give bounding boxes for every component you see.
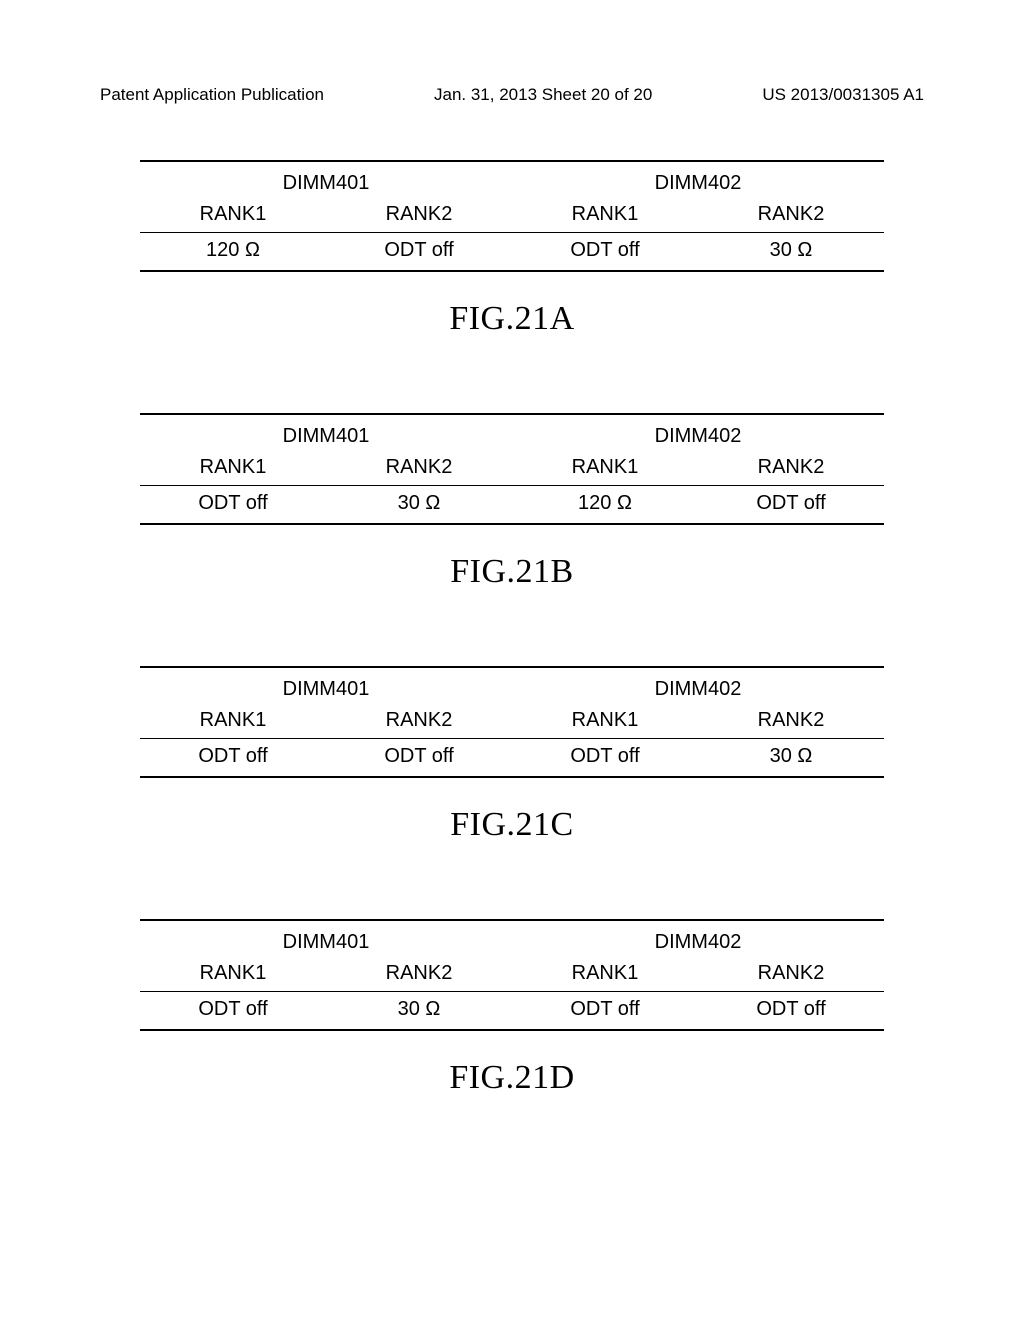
table-cell: ODT off [698, 486, 884, 525]
content-area: DIMM401 DIMM402 RANK1 RANK2 RANK1 RANK2 … [0, 105, 1024, 1097]
table-21c: DIMM401 DIMM402 RANK1 RANK2 RANK1 RANK2 … [140, 666, 884, 778]
table-21a: DIMM401 DIMM402 RANK1 RANK2 RANK1 RANK2 … [140, 160, 884, 272]
figure-21b: DIMM401 DIMM402 RANK1 RANK2 RANK1 RANK2 … [140, 413, 884, 591]
figure-caption: FIG.21D [140, 1059, 884, 1097]
header-patent-number: US 2013/0031305 A1 [762, 85, 924, 105]
table-cell: 120 Ω [140, 233, 326, 272]
rank-header: RANK1 [140, 452, 326, 486]
page-header: Patent Application Publication Jan. 31, … [0, 0, 1024, 105]
rank-header: RANK2 [326, 452, 512, 486]
figure-caption: FIG.21B [140, 553, 884, 591]
dimm-header: DIMM401 [140, 667, 512, 705]
table-cell: ODT off [140, 992, 326, 1031]
table-cell: ODT off [512, 233, 698, 272]
rank-header: RANK1 [512, 705, 698, 739]
rank-header: RANK1 [512, 199, 698, 233]
header-publication: Patent Application Publication [100, 85, 324, 105]
table-21b: DIMM401 DIMM402 RANK1 RANK2 RANK1 RANK2 … [140, 413, 884, 525]
dimm-header: DIMM402 [512, 667, 884, 705]
table-cell: ODT off [140, 739, 326, 778]
table-cell: ODT off [140, 486, 326, 525]
header-sheet-info: Jan. 31, 2013 Sheet 20 of 20 [434, 85, 652, 105]
rank-header: RANK2 [698, 705, 884, 739]
rank-header: RANK2 [698, 958, 884, 992]
figure-21a: DIMM401 DIMM402 RANK1 RANK2 RANK1 RANK2 … [140, 160, 884, 338]
table-cell: 30 Ω [326, 992, 512, 1031]
rank-header: RANK1 [140, 199, 326, 233]
figure-caption: FIG.21C [140, 806, 884, 844]
table-cell: ODT off [698, 992, 884, 1031]
table-cell: ODT off [512, 992, 698, 1031]
rank-header: RANK2 [698, 452, 884, 486]
rank-header: RANK1 [512, 452, 698, 486]
rank-header: RANK1 [140, 705, 326, 739]
figure-caption: FIG.21A [140, 300, 884, 338]
table-cell: ODT off [326, 739, 512, 778]
dimm-header: DIMM401 [140, 161, 512, 199]
table-21d: DIMM401 DIMM402 RANK1 RANK2 RANK1 RANK2 … [140, 919, 884, 1031]
table-cell: ODT off [512, 739, 698, 778]
dimm-header: DIMM401 [140, 414, 512, 452]
figure-21d: DIMM401 DIMM402 RANK1 RANK2 RANK1 RANK2 … [140, 919, 884, 1097]
rank-header: RANK2 [698, 199, 884, 233]
rank-header: RANK2 [326, 199, 512, 233]
rank-header: RANK1 [512, 958, 698, 992]
table-cell: 120 Ω [512, 486, 698, 525]
dimm-header: DIMM401 [140, 920, 512, 958]
table-cell: 30 Ω [326, 486, 512, 525]
figure-21c: DIMM401 DIMM402 RANK1 RANK2 RANK1 RANK2 … [140, 666, 884, 844]
dimm-header: DIMM402 [512, 161, 884, 199]
table-cell: 30 Ω [698, 739, 884, 778]
rank-header: RANK2 [326, 705, 512, 739]
table-cell: ODT off [326, 233, 512, 272]
rank-header: RANK1 [140, 958, 326, 992]
table-cell: 30 Ω [698, 233, 884, 272]
dimm-header: DIMM402 [512, 414, 884, 452]
dimm-header: DIMM402 [512, 920, 884, 958]
rank-header: RANK2 [326, 958, 512, 992]
